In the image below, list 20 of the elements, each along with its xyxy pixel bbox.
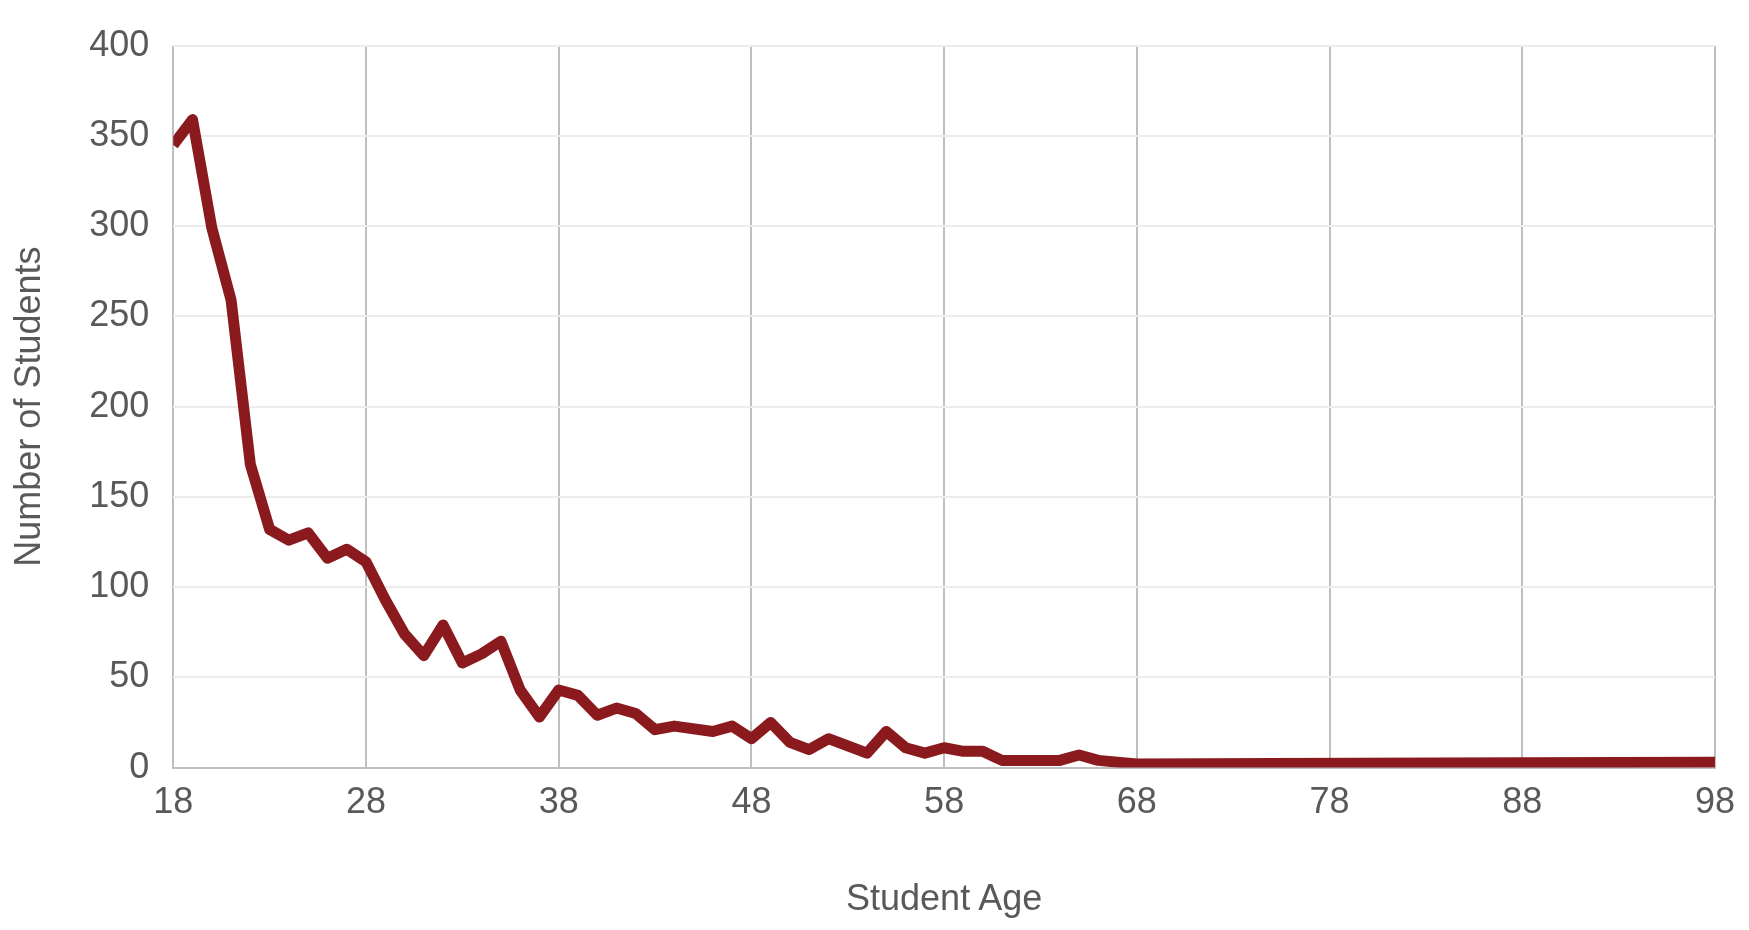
y-tick-label: 0 xyxy=(129,744,150,786)
y-tick-label: 250 xyxy=(89,293,150,335)
x-tick-label: 48 xyxy=(731,780,772,822)
y-tick-label: 150 xyxy=(89,473,150,515)
y-tick-label: 100 xyxy=(89,564,150,606)
x-tick-label: 78 xyxy=(1309,780,1350,822)
y-tick-label: 400 xyxy=(89,22,150,64)
x-axis-title: Student Age xyxy=(846,877,1043,919)
x-tick-label: 68 xyxy=(1116,780,1157,822)
x-tick-label: 98 xyxy=(1694,780,1735,822)
y-tick-label: 200 xyxy=(89,383,150,425)
y-tick-label: 300 xyxy=(89,203,150,245)
x-tick-label: 18 xyxy=(153,780,194,822)
x-tick-label: 28 xyxy=(345,780,386,822)
x-tick-label: 38 xyxy=(538,780,579,822)
y-tick-label: 50 xyxy=(109,654,150,696)
x-tick-label: 58 xyxy=(924,780,965,822)
y-axis-title: Number of Students xyxy=(6,246,48,567)
y-tick-label: 350 xyxy=(89,112,150,154)
x-tick-label: 88 xyxy=(1502,780,1543,822)
